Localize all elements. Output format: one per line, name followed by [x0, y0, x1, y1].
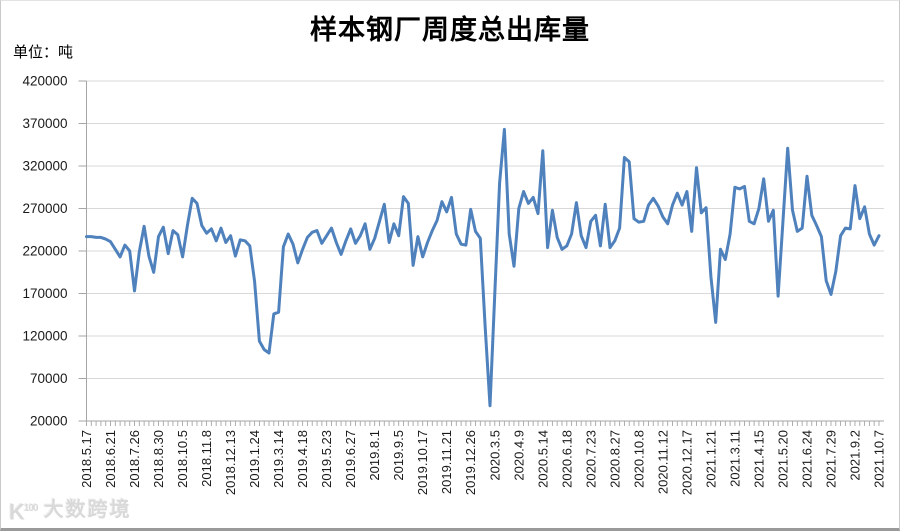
x-axis-tick-label: 2019.8.1 [367, 430, 382, 481]
x-axis-tick-label: 2021.4.15 [751, 430, 766, 488]
x-axis-tick-label: 2020.12.17 [679, 430, 694, 495]
y-axis-tick-label: 420000 [22, 74, 67, 89]
x-axis-tick-label: 2019.3.14 [271, 430, 286, 488]
x-axis-tick-label: 2019.12.26 [463, 430, 478, 495]
y-axis-tick-label: 370000 [22, 116, 67, 131]
x-axis-tick-label: 2019.6.27 [343, 430, 358, 488]
y-axis-tick-label: 120000 [22, 329, 67, 344]
y-axis-tick-label: 270000 [22, 201, 67, 216]
x-axis-tick-label: 2020.5.14 [535, 430, 550, 488]
x-axis-tick-label: 2021.10.7 [872, 430, 887, 488]
watermark-logo: K100 [9, 499, 39, 525]
chart-title: 样本钢厂周度总出库量 [310, 15, 590, 45]
x-axis-tick-label: 2019.9.5 [391, 430, 406, 481]
y-axis-unit-label: 单位：吨 [13, 45, 74, 61]
x-axis-tick-label: 2020.11.12 [655, 430, 670, 494]
x-axis-tick-label: 2020.10.8 [631, 430, 646, 488]
x-axis-tick-label: 2019.10.17 [415, 430, 430, 495]
x-axis-tick-label: 2020.4.9 [511, 430, 526, 481]
x-axis-tick-label: 2018.10.5 [175, 430, 190, 488]
x-axis-tick-label: 2021.9.2 [847, 430, 862, 481]
x-axis-tick-label: 2020.8.27 [607, 430, 622, 488]
y-axis-tick-label: 70000 [30, 371, 68, 386]
x-axis-tick-label: 2020.3.5 [487, 430, 502, 481]
y-axis-tick-label: 170000 [22, 286, 67, 301]
x-axis-tick-label: 2018.8.30 [151, 430, 166, 488]
data-line [85, 127, 881, 408]
x-axis-tick-label: 2018.11.8 [199, 430, 214, 487]
y-axis-tick-label: 220000 [22, 244, 67, 259]
x-axis-tick-label: 2020.7.23 [583, 430, 598, 488]
x-axis-tick-label: 2021.7.29 [823, 430, 838, 488]
watermark: K100 大数跨境 [9, 498, 132, 523]
x-axis-tick-label: 2019.11.21 [439, 430, 454, 494]
x-axis-tick-label: 2021.5.20 [775, 430, 790, 488]
watermark-text: 大数跨境 [43, 499, 132, 521]
x-axis-tick-label: 2021.3.11 [727, 430, 742, 487]
x-axis-tick-label: 2019.5.23 [319, 430, 334, 488]
x-axis-tick-label: 2018.7.26 [127, 430, 142, 488]
x-axis-tick-label: 2021.1.21 [703, 430, 718, 488]
x-axis-tick-label: 2021.6.24 [799, 430, 814, 488]
x-axis-tick-label: 2020.6.18 [559, 430, 574, 488]
x-axis-tick-label: 2019.4.18 [295, 430, 310, 488]
y-axis-tick-label: 20000 [30, 414, 68, 429]
x-axis-tick-label: 2018.5.17 [79, 430, 94, 488]
x-axis-tick-label: 2018.12.13 [223, 430, 238, 495]
x-axis-tick-label: 2019.1.24 [247, 430, 262, 488]
x-axis-tick-label: 2018.6.21 [103, 430, 118, 488]
y-axis-tick-label: 320000 [22, 159, 67, 174]
